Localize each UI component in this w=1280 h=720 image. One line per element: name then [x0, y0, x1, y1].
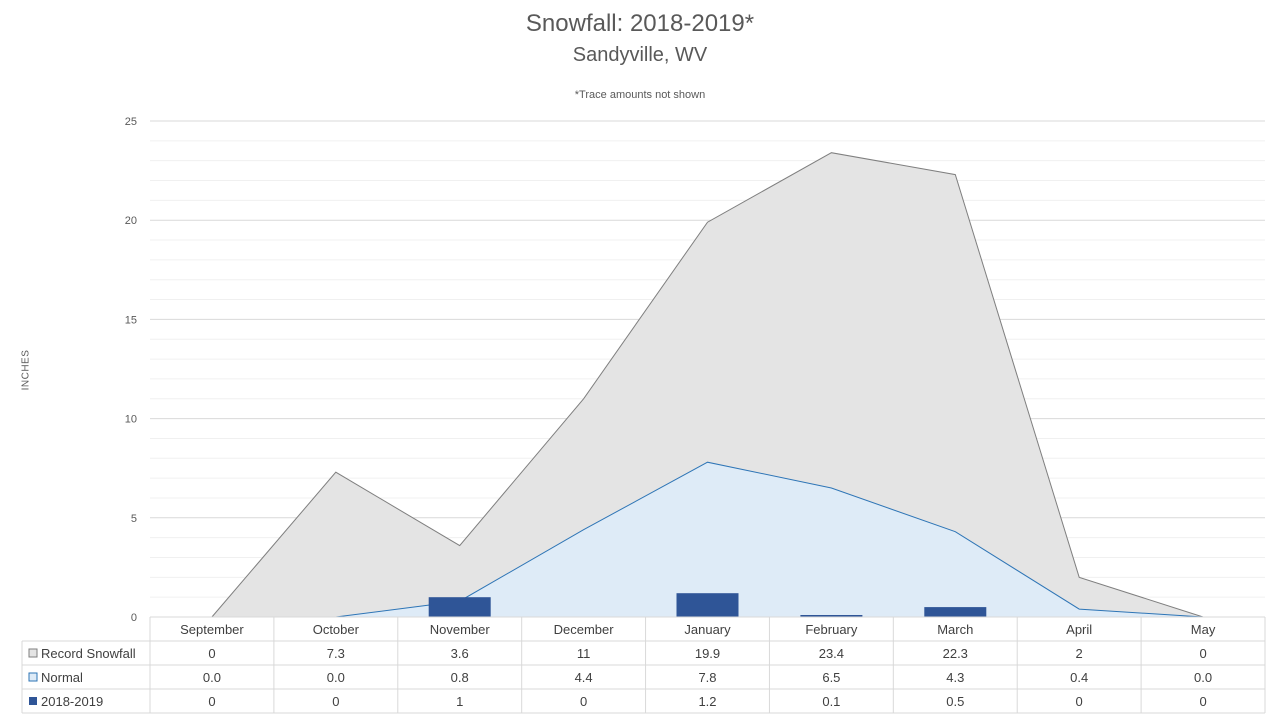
2018-2019-value-label: 0 — [208, 694, 215, 709]
bar-january — [676, 593, 739, 617]
y-tick-label: 5 — [131, 513, 137, 525]
2018-2019-value-label: 0 — [1076, 694, 1083, 709]
record-snowfall-legend-key — [28, 648, 38, 658]
chart-title: Snowfall: 2018-2019* — [525, 10, 755, 37]
2018-2019-value-label: 0 — [332, 694, 339, 709]
record-snowfall-value-label: 0 — [208, 646, 215, 661]
category-label: December — [554, 622, 615, 637]
category-label: October — [313, 622, 360, 637]
normal-value-label: 6.5 — [822, 670, 840, 685]
bar-february — [800, 615, 863, 617]
chart-subtitle: Sandyville, WV — [572, 44, 708, 66]
2018-2019-value-label: 1.2 — [698, 694, 716, 709]
y-tick-label: 20 — [125, 215, 137, 227]
record-snowfall-value-label: 22.3 — [943, 646, 968, 661]
bar-november — [428, 597, 491, 617]
2018-2019-value-label: 0 — [1199, 694, 1206, 709]
y-tick-label: 15 — [125, 314, 137, 326]
area-series — [211, 152, 1204, 618]
record-snowfall-value-label: 11 — [577, 646, 591, 661]
record-snowfall-value-label: 0 — [1199, 646, 1206, 661]
normal-value-label: 7.8 — [698, 670, 716, 685]
category-label: April — [1066, 622, 1092, 637]
normal-value-label: 4.3 — [946, 670, 964, 685]
record-snowfall-value-label: 19.9 — [695, 646, 720, 661]
2018-2019-legend-label: 2018-2019 — [41, 694, 103, 709]
record-snowfall-value-label: 3.6 — [451, 646, 469, 661]
2018-2019-value-label: 1 — [456, 694, 463, 709]
record-snowfall-area — [211, 152, 1204, 617]
normal-value-label: 0.0 — [1194, 670, 1212, 685]
normal-legend-label: Normal — [41, 670, 83, 685]
normal-value-label: 0.8 — [451, 670, 469, 685]
bar-series — [428, 593, 987, 617]
category-label: November — [430, 622, 491, 637]
record-snowfall-value-label: 7.3 — [327, 646, 345, 661]
normal-line — [211, 461, 1204, 618]
chart-note: *Trace amounts not shown — [574, 89, 706, 101]
category-label: February — [805, 622, 858, 637]
y-tick-label: 0 — [131, 612, 137, 624]
normal-legend-key — [28, 672, 38, 682]
record-snowfall-line — [211, 152, 1204, 618]
normal-area — [211, 462, 1204, 617]
category-label: January — [684, 622, 731, 637]
category-label: March — [937, 622, 973, 637]
normal-value-label: 4.4 — [575, 670, 593, 685]
normal-value-label: 0.0 — [327, 670, 345, 685]
record-snowfall-value-label: 23.4 — [819, 646, 844, 661]
record-snowfall-legend-label: Record Snowfall — [41, 646, 136, 661]
2018-2019-value-label: 0 — [580, 694, 587, 709]
data-table: September October November December January F… — [21, 616, 1266, 714]
2018-2019-value-label: 0.1 — [822, 694, 840, 709]
2018-2019-value-label: 0.5 — [946, 694, 964, 709]
category-label: September — [180, 622, 244, 637]
category-label: May — [1191, 622, 1216, 637]
bar-march — [924, 607, 987, 617]
2018-2019-legend-key — [29, 697, 37, 705]
y-tick-label: 25 — [125, 116, 137, 128]
normal-value-label: 0.4 — [1070, 670, 1088, 685]
y-axis-ticks: 0 5 10 15 20 25 — [125, 116, 137, 624]
normal-value-label: 0.0 — [203, 670, 221, 685]
record-snowfall-value-label: 2 — [1076, 646, 1083, 661]
y-tick-label: 10 — [125, 414, 137, 426]
